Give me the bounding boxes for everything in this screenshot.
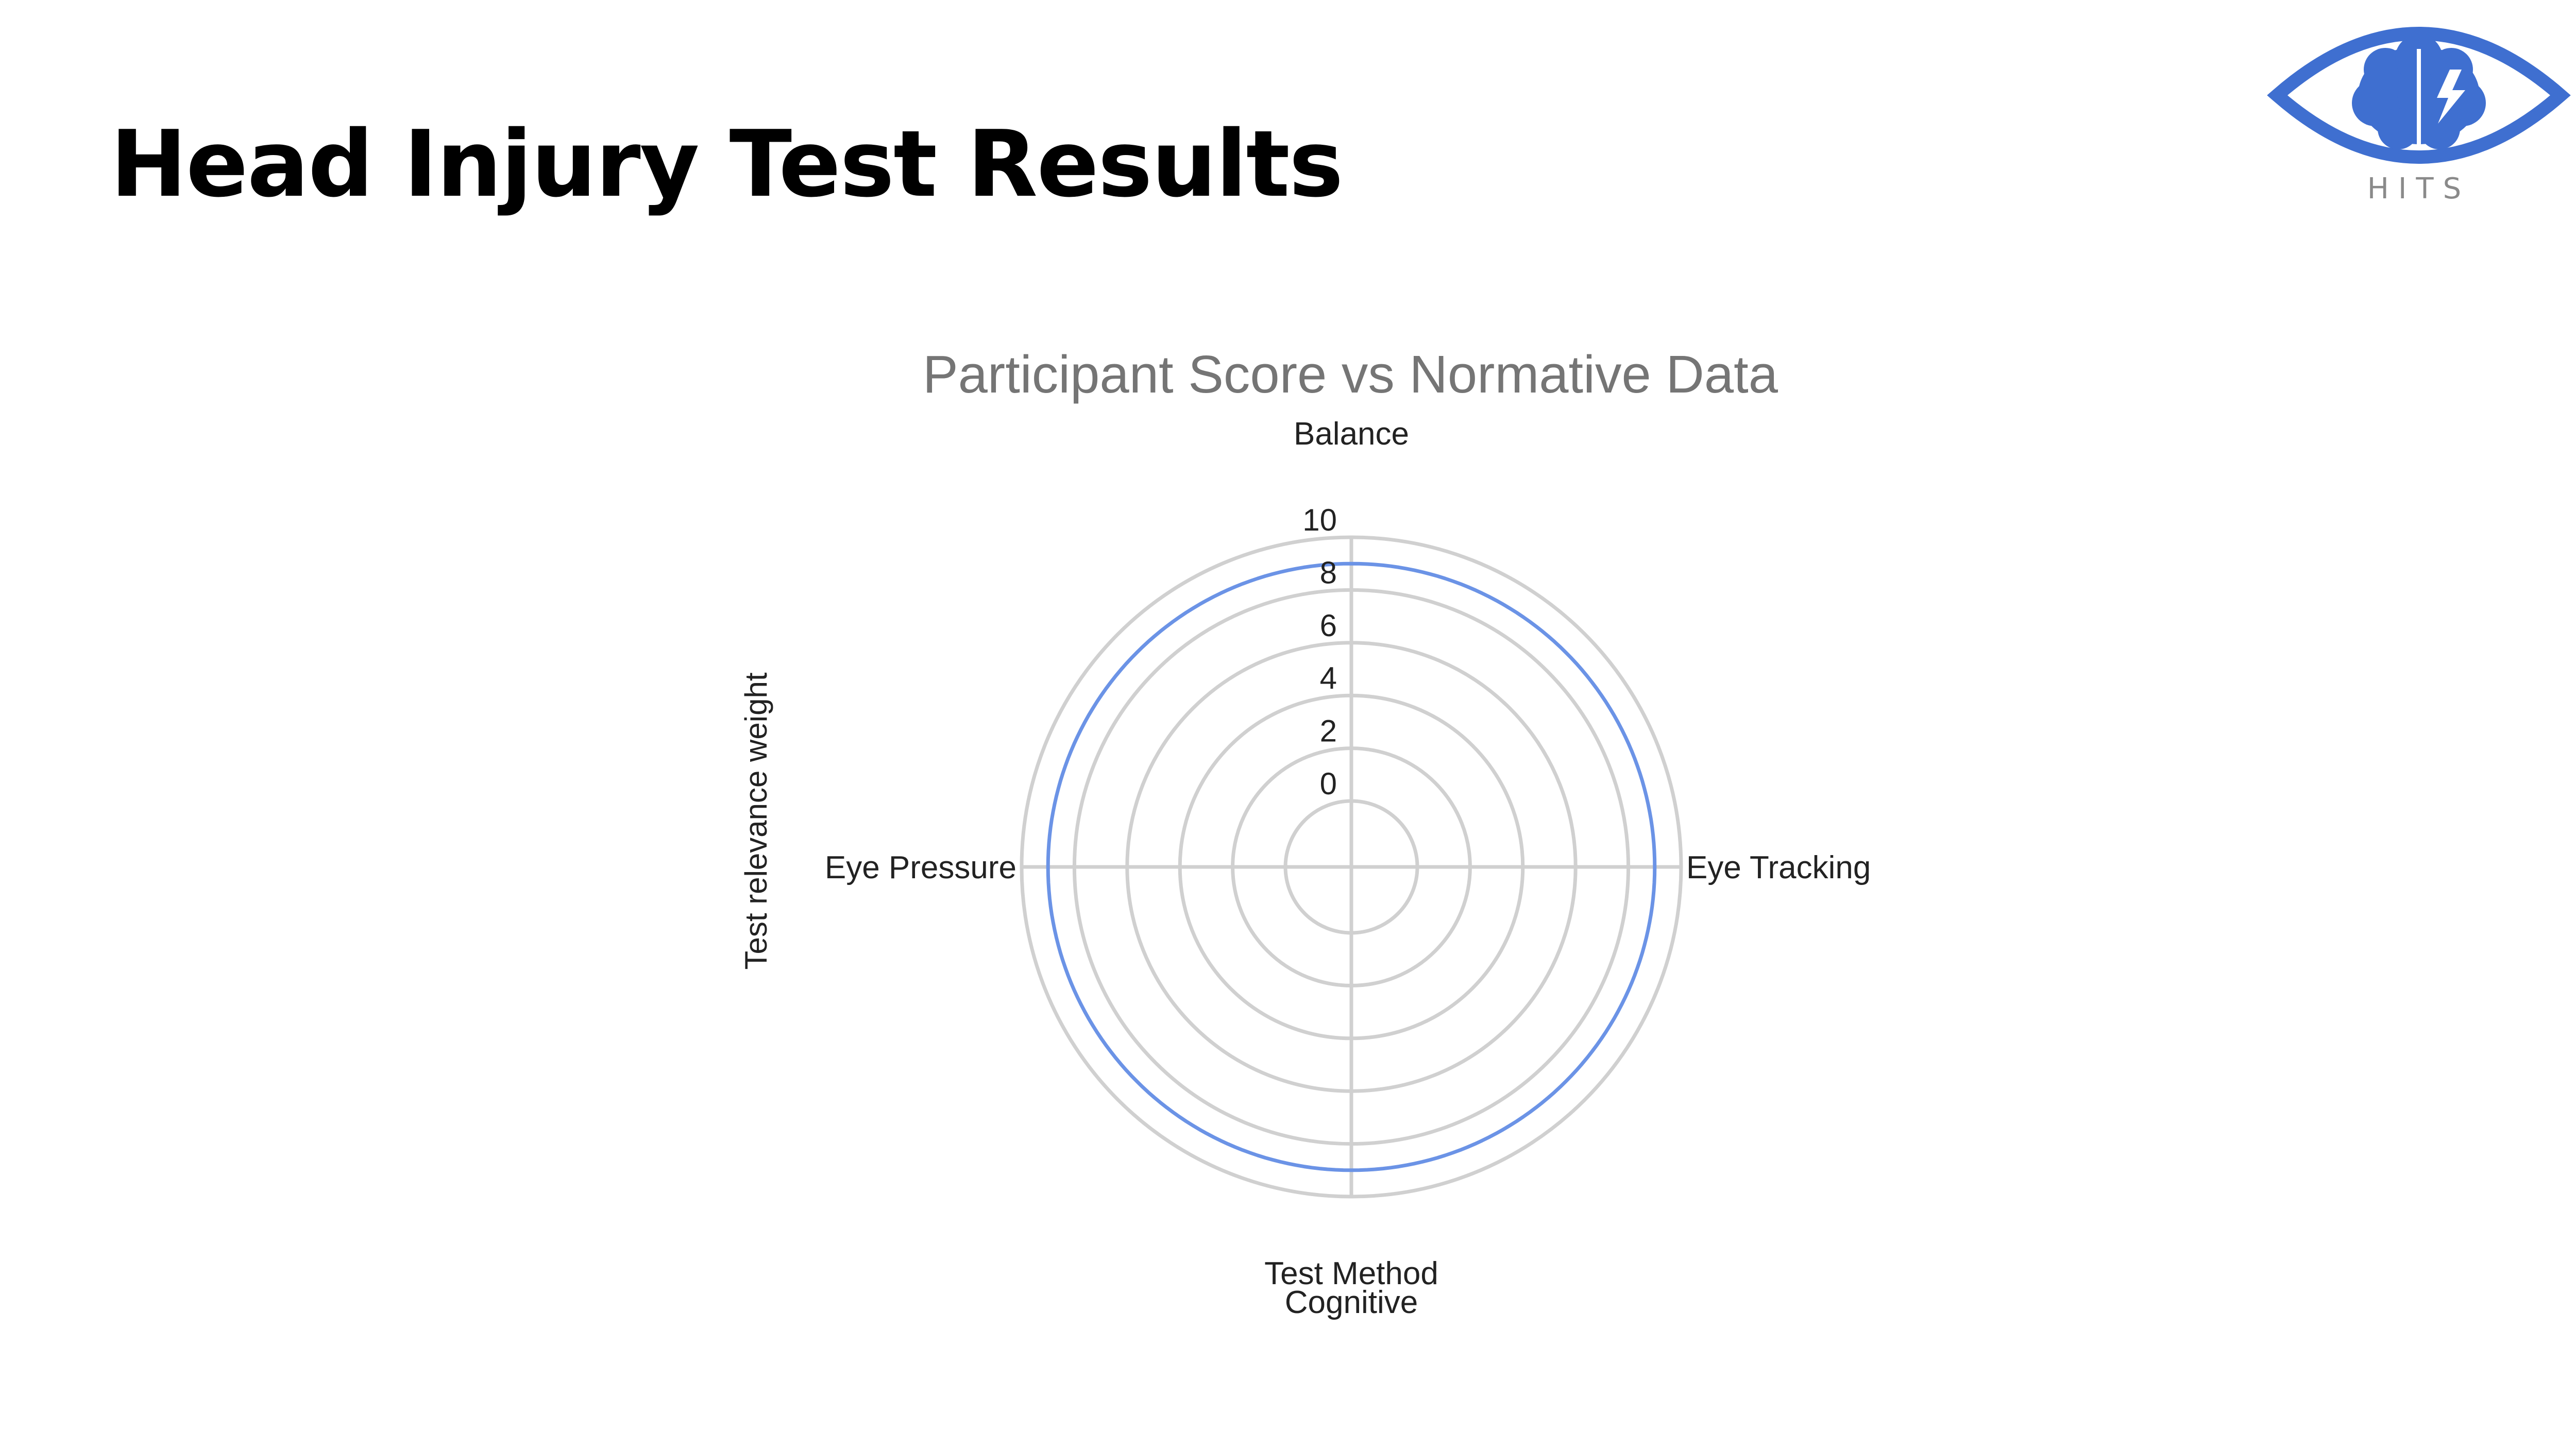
series-point <box>1653 865 1656 868</box>
series-point <box>1350 1168 1353 1172</box>
series-point <box>1350 562 1353 566</box>
tick-label: 6 <box>1320 608 1337 643</box>
logo-text: HITS <box>2367 172 2470 206</box>
series-layer <box>1046 561 1657 1172</box>
axis-label: Cognitive <box>1285 1285 1418 1320</box>
axis-label: Test Method <box>1264 1256 1438 1291</box>
radial-tick-labels: 0 2 4 6 8 10 <box>1302 503 1337 801</box>
axis-title: Test relevance weight <box>739 672 773 969</box>
axis-label: Eye Tracking <box>1686 850 1871 885</box>
tick-label: 8 <box>1320 555 1337 590</box>
page-title: Head Injury Test Results <box>110 111 1344 217</box>
eye-outline-icon <box>2267 27 2571 164</box>
tick-label: 4 <box>1320 661 1337 695</box>
radar-grid <box>1020 535 1683 1199</box>
axis-label: Balance <box>1294 416 1409 452</box>
hits-logo: HITS <box>2267 27 2571 206</box>
axis-label: Eye Pressure <box>825 850 1016 885</box>
tick-label: 2 <box>1320 714 1337 748</box>
tick-label: 10 <box>1302 503 1337 537</box>
tick-label: 0 <box>1320 766 1337 801</box>
chart-title: Participant Score vs Normative Data <box>923 345 1778 404</box>
lightning-icon <box>2437 70 2465 124</box>
series-point <box>1046 865 1050 868</box>
